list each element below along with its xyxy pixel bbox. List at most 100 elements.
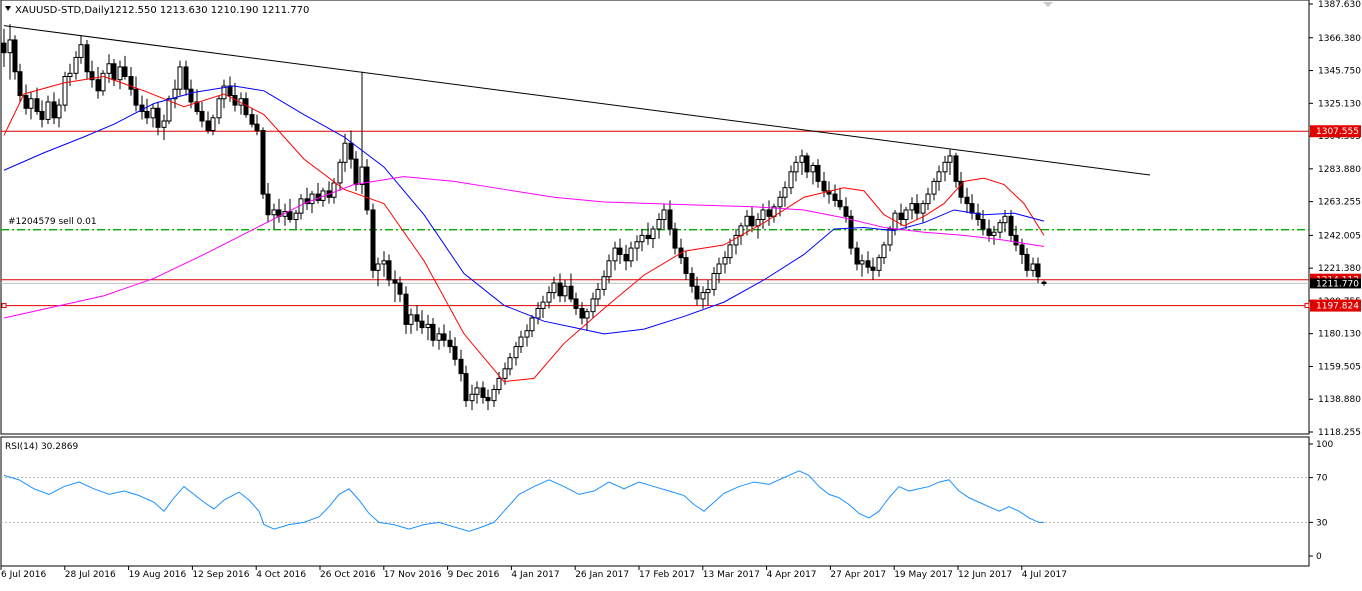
date-label: 27 Apr 2017 — [830, 570, 886, 580]
rsi-tick-label: 0 — [1316, 552, 1322, 562]
candle-body — [821, 180, 827, 192]
symbol-dropdown-icon[interactable] — [5, 6, 11, 11]
price-tick-label: 1221.380 — [1318, 264, 1361, 274]
line-handle[interactable] — [1, 303, 7, 309]
candle-body — [155, 107, 161, 128]
horizontal-line-price-label: 1307.555 — [1316, 127, 1359, 137]
candle-body — [34, 98, 40, 112]
rsi-label: RSI(14) 30.2869 — [5, 442, 78, 452]
candle-body — [161, 120, 167, 128]
candle-body — [656, 218, 662, 230]
candle-body — [700, 292, 706, 300]
rsi-panel[interactable] — [0, 436, 1310, 567]
candle-body — [535, 307, 541, 319]
date-label: 6 Jul 2016 — [1, 570, 46, 580]
price-tick-label: 1387.630 — [1318, 0, 1361, 10]
candle-body — [364, 166, 370, 211]
candle-body — [249, 114, 255, 125]
candle-body — [562, 285, 568, 297]
candle-body — [634, 241, 640, 249]
price-tick-label: 1283.880 — [1318, 165, 1361, 175]
candle-body — [221, 85, 227, 100]
candle-body — [1002, 215, 1008, 224]
order-line-label: #1204579 sell 0.01 — [8, 217, 97, 227]
ohlc-values: 1212.550 1213.630 1210.190 1211.770 — [109, 5, 309, 16]
price-tick-label: 1345.750 — [1318, 67, 1361, 77]
candle-body — [793, 161, 799, 173]
candle-body — [969, 203, 975, 214]
candle-body — [848, 215, 854, 249]
price-panel[interactable] — [0, 0, 1310, 435]
candle-body — [348, 142, 354, 160]
date-label: 4 Apr 2017 — [767, 570, 817, 580]
candle-body — [909, 203, 915, 211]
candle-body — [964, 196, 970, 205]
candle-body — [870, 266, 876, 271]
candle-body — [293, 212, 299, 220]
candle-body — [540, 301, 546, 309]
current-price-label: 1211.770 — [1316, 279, 1359, 289]
candle-body — [568, 285, 574, 300]
date-label: 4 Jul 2017 — [1022, 570, 1067, 580]
candle-body — [1, 42, 7, 54]
date-label: 17 Feb 2017 — [639, 570, 695, 580]
candle-body — [1013, 234, 1019, 246]
candle-body — [705, 288, 711, 294]
candle-body — [177, 66, 183, 90]
candle-body — [898, 212, 904, 220]
candle-body — [122, 66, 128, 77]
candle-body — [254, 123, 260, 132]
candle-body — [425, 323, 431, 329]
candle-body — [843, 206, 849, 217]
candle-body — [903, 209, 909, 220]
candle-body — [645, 234, 651, 240]
candle-body — [67, 72, 73, 77]
candle-body — [518, 336, 524, 348]
candle-body — [876, 257, 882, 271]
candle-body — [337, 161, 343, 184]
candle-body — [832, 193, 838, 201]
candle-body — [12, 39, 18, 73]
candle-body — [590, 298, 596, 313]
date-label: 4 Oct 2016 — [256, 570, 306, 580]
line-handle[interactable] — [1304, 303, 1310, 309]
moving-average-line — [3, 75, 1045, 383]
candle-body — [469, 393, 475, 402]
candle-body — [788, 171, 794, 189]
candle-body — [210, 117, 216, 132]
candle-body — [804, 155, 810, 173]
candle-body — [551, 282, 557, 294]
date-label: 19 Aug 2016 — [129, 570, 187, 580]
candle-body — [661, 209, 667, 220]
trendline[interactable] — [3, 25, 1151, 176]
candle-body — [381, 260, 387, 265]
candle-body — [601, 276, 607, 290]
candle-body — [408, 314, 414, 325]
date-label: 26 Jan 2017 — [575, 570, 629, 580]
candle-body — [733, 234, 739, 246]
price-tick-label: 1118.255 — [1318, 428, 1361, 438]
candle-body — [243, 98, 249, 116]
candle-body — [810, 164, 816, 173]
candle-body — [727, 244, 733, 259]
candle-body — [749, 215, 755, 227]
candle-body — [914, 203, 920, 214]
candle-body — [777, 196, 783, 208]
price-tick-label: 1242.005 — [1318, 231, 1361, 241]
candle-body — [595, 288, 601, 300]
candle-body — [1008, 215, 1014, 236]
candle-body — [639, 234, 645, 243]
candle-body — [441, 333, 447, 341]
candle-body — [947, 155, 953, 163]
candle-body — [859, 260, 865, 265]
candle-body — [573, 298, 579, 309]
candle-body — [188, 88, 194, 103]
shift-marker-icon[interactable] — [1043, 2, 1053, 7]
date-label: 9 Dec 2016 — [448, 570, 500, 580]
candle-body — [606, 260, 612, 278]
candle-body — [931, 180, 937, 195]
candle-body — [111, 63, 117, 81]
candle-body — [430, 323, 436, 341]
date-label: 4 Jan 2017 — [511, 570, 559, 580]
